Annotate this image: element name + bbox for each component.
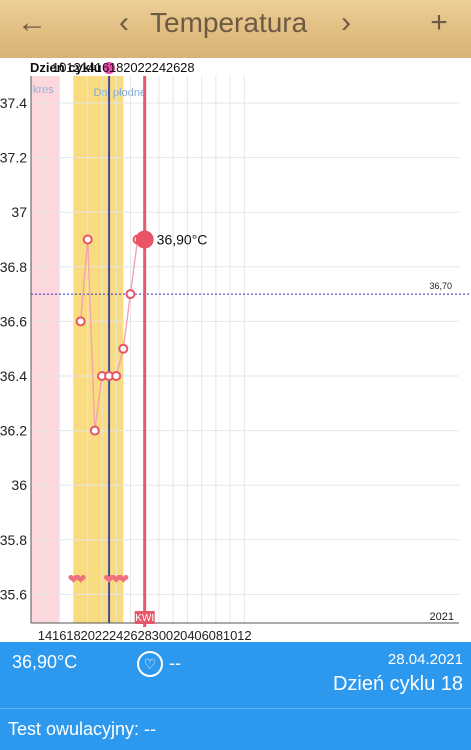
selected-temperature-point[interactable] (135, 230, 154, 249)
today-marker-badge (134, 611, 155, 624)
previous-cycle-chevron-icon[interactable]: ‹ (119, 6, 129, 39)
add-icon[interactable]: + (430, 6, 448, 39)
year-label: 2021 (430, 611, 454, 623)
heart-icon: ❤ (75, 571, 87, 587)
date-tick: 28 (137, 628, 151, 642)
cycle-day-tick: 26 (166, 60, 180, 75)
heart-icon[interactable]: ♡ (137, 651, 163, 677)
reference-line-label: 36,70 (429, 281, 452, 291)
ovulation-test-row[interactable]: Test owulacyjny: -- (0, 708, 471, 750)
cycle-day-tick: 18 (109, 60, 123, 75)
heart-value: -- (169, 653, 181, 673)
date-tick: 20 (80, 628, 94, 642)
y-tick-label: 37.4 (0, 95, 27, 111)
date-tick: 10 (223, 628, 237, 642)
period-label: kres (33, 84, 54, 96)
fertile-label: Dni płodne (93, 87, 146, 99)
date-tick: 14 (38, 628, 52, 642)
date-tick: 04 (180, 628, 194, 642)
cycle-day-tick: 12 (66, 60, 80, 75)
selected-temperature-label: 36,90°C (157, 232, 208, 248)
fertile-band (73, 76, 124, 623)
screen-title: Temperatura (150, 7, 308, 38)
heart-icon: ❤ (110, 571, 122, 587)
cycle-day-tick: 14 (80, 60, 94, 75)
date-tick: 16 (52, 628, 66, 642)
current-date: 28.04.2021 (387, 651, 463, 668)
temperature-chart[interactable]: kres Dni płodne 37.4 37.2 37 36.8 36.6 36.4 36.2… (0, 58, 471, 643)
info-panel: 36,90°C ♡ -- 28.04.2021 Dzień cyklu 18 (0, 642, 471, 708)
y-tick-label: 37.2 (0, 150, 27, 166)
date-tick: 26 (123, 628, 137, 642)
date-tick: 30 (152, 628, 166, 642)
current-cycle-day: Dzień cyklu 18 (332, 673, 463, 695)
top-bar: ← ‹ Temperatura › + (0, 0, 471, 58)
today-marker-label: KWI (135, 613, 154, 624)
ovulation-marker-icon (103, 62, 116, 74)
date-tick: 02 (166, 628, 180, 642)
chart-canvas[interactable]: kres Dni płodne 37.4 37.2 37 36.8 36.6 36.4 36.2… (0, 58, 471, 643)
temperature-point[interactable] (82, 234, 93, 245)
y-tick-label: 36 (11, 477, 27, 493)
cycle-day-tick: 16 (95, 60, 109, 75)
date-tick: 22 (95, 628, 109, 642)
cycle-day-tick: 22 (137, 60, 151, 75)
y-tick-label: 37 (11, 204, 27, 220)
y-tick-label: 36.2 (0, 423, 27, 439)
temperature-point[interactable] (125, 289, 136, 300)
y-tick-label: 36.4 (0, 368, 27, 384)
cycle-day-tick: 10 (52, 60, 66, 75)
temperature-point[interactable] (75, 316, 86, 327)
y-tick-label: 36.8 (0, 259, 27, 275)
temperature-point[interactable] (118, 343, 129, 354)
date-tick: 08 (209, 628, 223, 642)
top-axis-label: Dzień cyklu (30, 60, 102, 75)
next-cycle-chevron-icon[interactable]: › (341, 6, 351, 39)
y-tick-label: 35.6 (0, 586, 27, 602)
date-tick: 06 (194, 628, 208, 642)
cycle-day-tick: 24 (152, 60, 166, 75)
y-tick-label: 36.6 (0, 313, 27, 329)
back-arrow-icon[interactable]: ← (17, 6, 47, 39)
cycle-day-tick: 20 (123, 60, 137, 75)
date-tick: 18 (66, 628, 80, 642)
cycle-day-tick: 28 (180, 60, 194, 75)
temperature-point[interactable] (89, 425, 100, 436)
current-temperature[interactable]: 36,90°C (12, 652, 78, 672)
heart-icon: ❤ (68, 571, 80, 587)
heart-icon: ❤ (117, 571, 129, 587)
date-tick: 12 (237, 628, 251, 642)
heart-icon: ❤ (103, 571, 115, 587)
y-tick-label: 35.8 (0, 532, 27, 548)
temperature-point[interactable] (111, 371, 122, 381)
date-tick: 24 (109, 628, 123, 642)
